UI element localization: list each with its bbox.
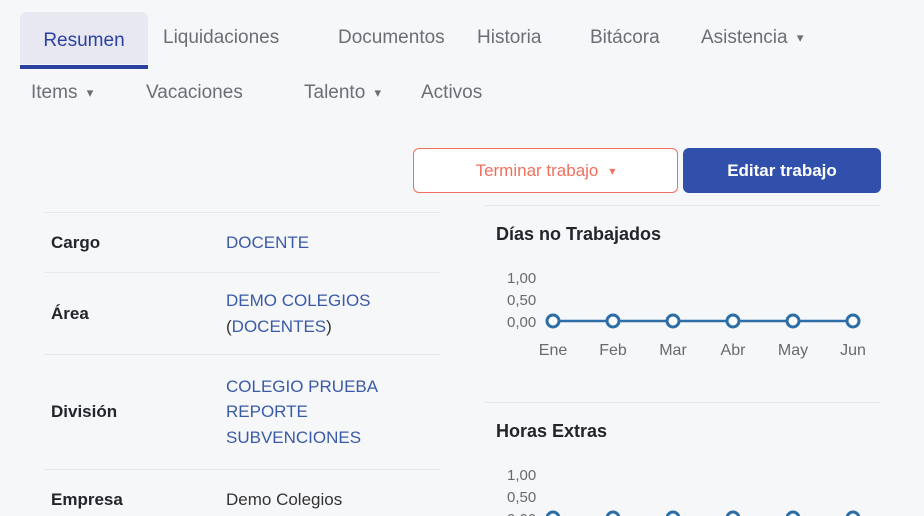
svg-text:Ene: Ene [539, 342, 568, 359]
svg-text:Jun: Jun [840, 342, 866, 359]
svg-text:Mar: Mar [659, 342, 687, 359]
svg-text:1,00: 1,00 [507, 467, 536, 484]
svg-text:Abr: Abr [721, 342, 747, 359]
svg-text:0,50: 0,50 [507, 292, 536, 309]
svg-text:0,00: 0,00 [507, 511, 536, 516]
svg-text:0,00: 0,00 [507, 314, 536, 331]
svg-text:Feb: Feb [599, 342, 627, 359]
svg-text:1,00: 1,00 [507, 270, 536, 287]
svg-text:0,50: 0,50 [507, 489, 536, 506]
svg-text:May: May [778, 342, 808, 359]
